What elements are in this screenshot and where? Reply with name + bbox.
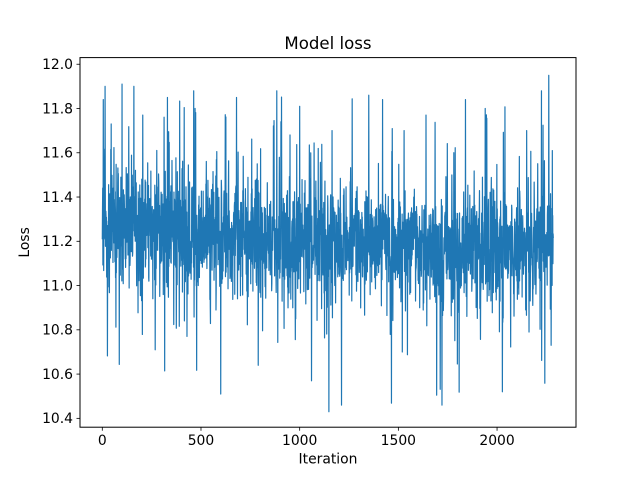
y-tick-label: 11.6 bbox=[42, 146, 73, 162]
y-tick-label: 10.6 bbox=[42, 367, 73, 383]
axes-spines bbox=[79, 57, 577, 428]
x-axis-ticks: 0 500 1000 1500 2000 bbox=[98, 427, 515, 449]
y-tick-label: 12.0 bbox=[42, 57, 73, 73]
x-tick-label: 500 bbox=[188, 433, 215, 449]
x-tick-label: 1000 bbox=[282, 433, 317, 449]
y-tick-label: 10.8 bbox=[42, 323, 73, 339]
x-tick-label: 0 bbox=[98, 433, 107, 449]
loss-series-line bbox=[101, 74, 554, 413]
chart-title: Model loss bbox=[284, 34, 371, 53]
x-tick-label: 2000 bbox=[479, 433, 514, 449]
y-axis-label: Loss bbox=[17, 227, 33, 257]
y-tick-label: 11.4 bbox=[42, 190, 73, 206]
y-tick-label: 11.2 bbox=[42, 234, 73, 250]
x-tick-label: 1500 bbox=[381, 433, 416, 449]
x-axis-label: Iteration bbox=[299, 452, 358, 468]
y-tick-label: 10.4 bbox=[42, 411, 73, 427]
y-axis-ticks: 10.4 10.6 10.8 11.0 11.2 11.4 11.6 11.8 12.0 bbox=[42, 57, 80, 427]
loss-line-path bbox=[101, 74, 554, 413]
y-tick-label: 11.8 bbox=[42, 101, 73, 117]
y-tick-label: 11.0 bbox=[42, 278, 73, 294]
